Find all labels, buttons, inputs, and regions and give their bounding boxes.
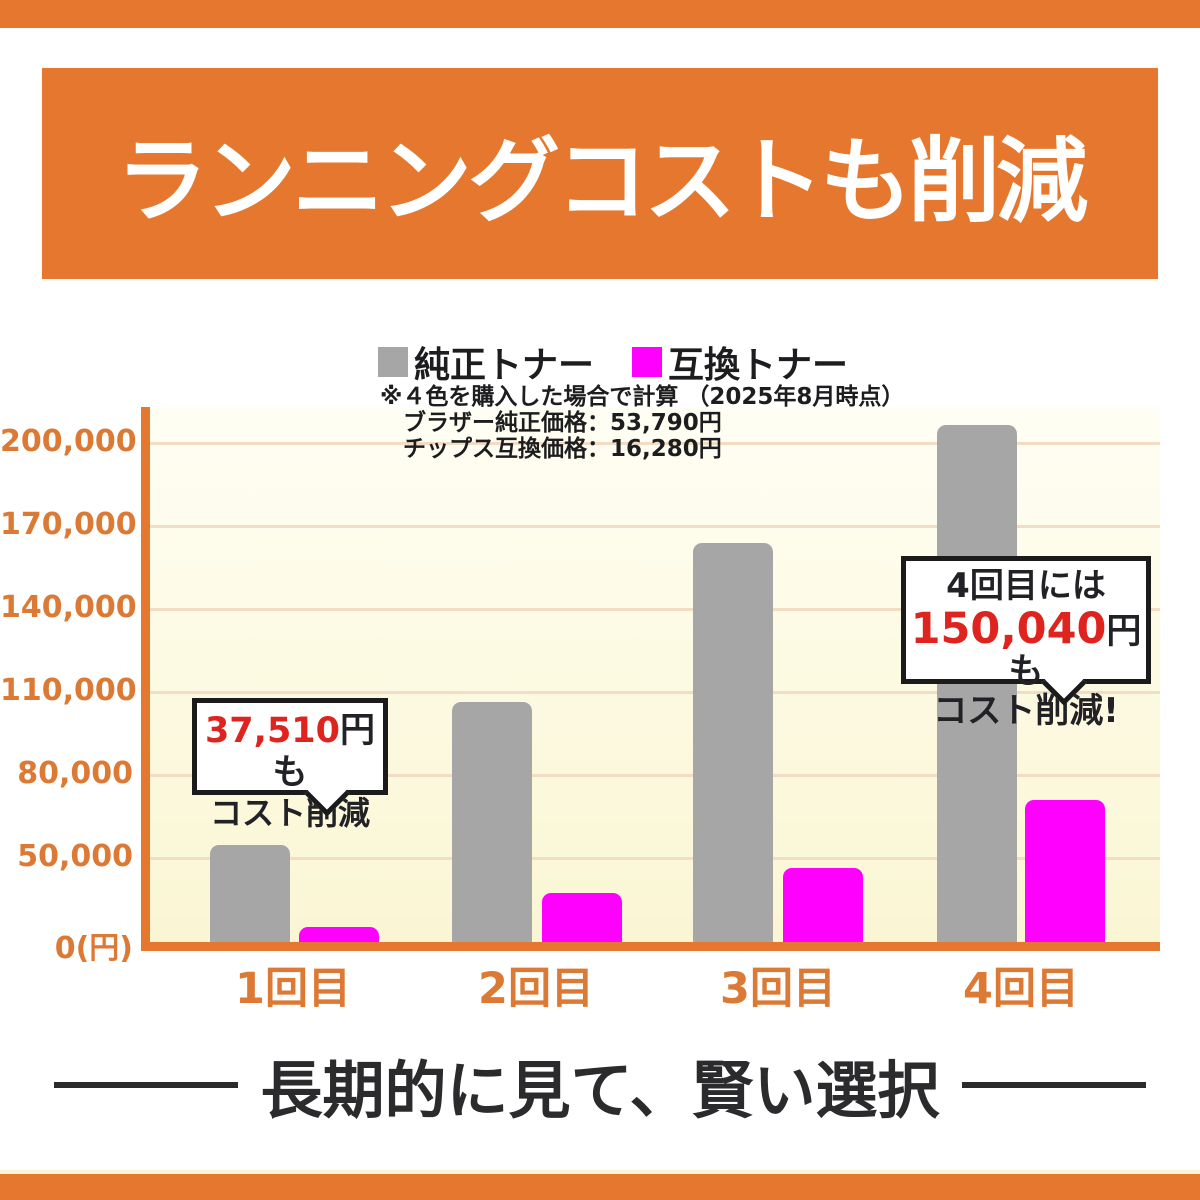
header-banner: ランニングコストも削減 (42, 68, 1158, 279)
legend-label-genuine: 純正トナー (414, 345, 595, 386)
y-tick-200,000: 200,000 (0, 424, 137, 459)
bottom-border-band (0, 1170, 1200, 1200)
gridline-80,000 (150, 774, 1160, 777)
gridline-140,000 (150, 608, 1160, 611)
y-tick-170,000: 170,000 (0, 507, 137, 542)
legend-swatch-genuine (378, 347, 408, 377)
gridline-110,000 (150, 691, 1160, 694)
x-tick-1回目: 1回目 (235, 964, 351, 1014)
gridline-170,000 (150, 525, 1160, 528)
note-compatible-price: チップス互換価格：16,280円 (403, 435, 722, 462)
y-axis (141, 407, 150, 951)
chart-legend: 純正トナー 互換トナー (378, 336, 848, 388)
y-tick-0(円): 0(円) (54, 931, 133, 966)
bar-compatible-3回目 (783, 868, 863, 942)
x-tick-3回目: 3回目 (720, 964, 836, 1014)
savings-amount-first: 37,510 (204, 711, 341, 751)
savings-amount-fourth: 150,040 (910, 604, 1107, 655)
gridline-50,000 (150, 857, 1160, 860)
bar-compatible-1回目 (299, 927, 379, 942)
x-axis (141, 942, 1160, 951)
x-tick-2回目: 2回目 (478, 964, 594, 1014)
savings-callout-first: 37,510円も コスト削減 (192, 698, 388, 832)
bar-genuine-2回目 (452, 702, 532, 942)
legend-label-compatible: 互換トナー (668, 345, 849, 386)
tagline-rule-right (962, 1082, 1147, 1088)
bar-compatible-4回目 (1025, 800, 1105, 942)
y-tick-50,000: 50,000 (17, 839, 133, 874)
y-tick-140,000: 140,000 (0, 590, 137, 625)
savings-intro-fourth: 4回目には (946, 566, 1106, 606)
savings-amount-fourth-line: 150,040円も (910, 604, 1142, 693)
savings-text-first: コスト削減 (209, 794, 370, 832)
top-border-band (0, 0, 1200, 28)
bar-genuine-3回目 (693, 543, 773, 942)
y-tick-80,000: 80,000 (17, 756, 133, 791)
savings-text-fourth: コスト削減! (933, 691, 1119, 732)
note-genuine-price: ブラザー純正価格：53,790円 (403, 409, 722, 436)
y-tick-110,000: 110,000 (0, 673, 137, 708)
bar-genuine-1回目 (210, 845, 290, 942)
legend-swatch-compatible (632, 347, 663, 377)
note-condition: ※４色を購入した場合で計算 （2025年8月時点） (380, 384, 905, 410)
tagline: 長期的に見て、賢い選択 (260, 1054, 940, 1127)
footer-tagline-row: 長期的に見て、賢い選択 (0, 1040, 1200, 1130)
calculation-note: ※４色を購入した場合で計算 （2025年8月時点） ブラザー純正価格：53,79… (380, 384, 904, 462)
savings-callout-fourth: 4回目には 150,040円も コスト削減! (901, 556, 1151, 731)
x-tick-4回目: 4回目 (963, 964, 1079, 1014)
gridline-200,000 (150, 442, 1160, 445)
page-title: ランニングコストも削減 (115, 128, 1088, 235)
tagline-rule-left (53, 1082, 238, 1088)
savings-amount-first-line: 37,510円も (204, 711, 376, 793)
bar-compatible-2回目 (542, 893, 622, 942)
